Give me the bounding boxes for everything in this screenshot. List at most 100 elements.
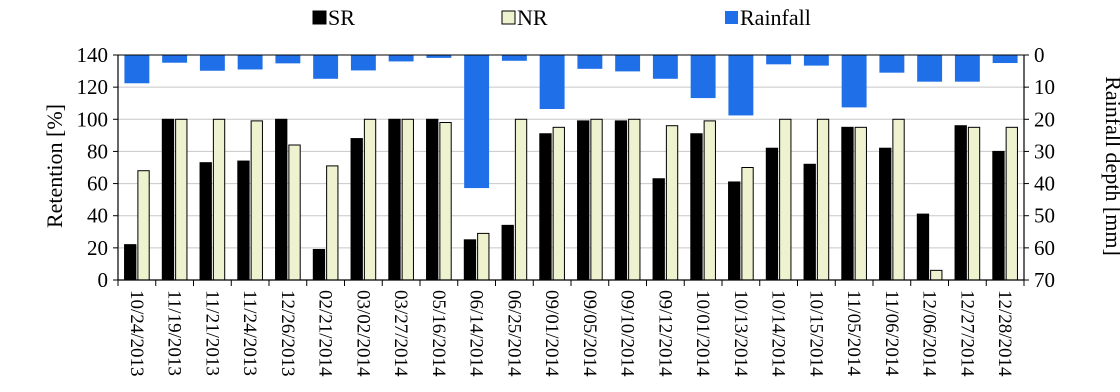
x-tick-label: 09/10/2014 bbox=[617, 290, 638, 377]
nr-bar bbox=[779, 118, 792, 281]
sr-bar bbox=[841, 126, 854, 281]
x-tick-label: 09/01/2014 bbox=[541, 290, 562, 377]
rainfall-bar bbox=[841, 55, 867, 108]
sr-bar bbox=[652, 178, 665, 281]
rainfall-bar bbox=[615, 55, 641, 72]
sr-bar bbox=[275, 118, 288, 281]
legend: SR NR Rainfall bbox=[312, 5, 811, 30]
y-tick-label: 0 bbox=[98, 268, 109, 292]
sr-bar bbox=[577, 120, 590, 281]
sr-bar bbox=[463, 239, 477, 281]
sr-bar bbox=[199, 162, 212, 281]
rainfall-bar bbox=[162, 55, 188, 63]
y-tick-label: 40 bbox=[87, 204, 108, 228]
x-tick-label: 11/06/2014 bbox=[881, 290, 902, 376]
sr-bar bbox=[916, 213, 930, 281]
y-tick-label: 80 bbox=[87, 139, 108, 163]
y2-tick-label: 60 bbox=[1034, 236, 1055, 260]
sr-bar bbox=[350, 138, 363, 281]
nr-bar bbox=[930, 269, 943, 281]
nr-bar bbox=[477, 232, 490, 281]
legend-label-nr: NR bbox=[517, 5, 548, 30]
x-tick-label: 12/27/2014 bbox=[956, 290, 977, 377]
y-tick-label: 120 bbox=[77, 75, 109, 99]
sr-bar bbox=[992, 150, 1005, 281]
rainfall-bar bbox=[539, 55, 565, 109]
rainfall-bar bbox=[501, 55, 527, 61]
y2-tick-label: 10 bbox=[1034, 75, 1055, 99]
sr-bar bbox=[690, 133, 703, 281]
nr-bar bbox=[665, 125, 679, 281]
nr-bar bbox=[288, 144, 301, 281]
sr-bar bbox=[426, 118, 439, 281]
y2-tick-label: 40 bbox=[1034, 172, 1055, 196]
rainfall-bar bbox=[388, 55, 414, 62]
nr-bar bbox=[1005, 126, 1018, 281]
y-tick-label: 20 bbox=[87, 236, 108, 260]
nr-bar bbox=[967, 126, 981, 281]
legend-swatch-rainfall bbox=[725, 11, 738, 24]
rainfall-bar bbox=[237, 55, 263, 70]
y2-tick-label: 70 bbox=[1034, 268, 1055, 292]
nr-bar bbox=[363, 118, 377, 281]
sr-bar bbox=[388, 118, 401, 281]
nr-bar bbox=[137, 170, 150, 281]
x-tick-label: 10/24/2013 bbox=[126, 290, 147, 377]
y-tick-label: 60 bbox=[87, 172, 108, 196]
x-tick-label: 12/26/2013 bbox=[277, 290, 298, 377]
sr-bar bbox=[728, 181, 741, 281]
nr-bar bbox=[250, 120, 263, 281]
right-tick-labels: 0 10 20 30 40 50 60 70 bbox=[1034, 43, 1055, 292]
x-tick-label: 02/21/2014 bbox=[315, 290, 336, 377]
sr-bar bbox=[954, 125, 967, 281]
x-tick-label: 03/27/2014 bbox=[390, 290, 411, 377]
nr-bar bbox=[741, 167, 754, 281]
y-tick-label: 140 bbox=[77, 43, 109, 67]
nr-bar bbox=[628, 118, 641, 281]
y-tick-label: 100 bbox=[77, 107, 109, 131]
rainfall-bar bbox=[426, 55, 452, 58]
x-tick-label: 10/13/2014 bbox=[730, 290, 751, 377]
sr-bar bbox=[501, 224, 514, 281]
grid-lines bbox=[118, 86, 1024, 249]
rainfall-bar bbox=[199, 55, 225, 71]
retention-bars bbox=[124, 118, 1018, 281]
legend-swatch-nr bbox=[501, 10, 516, 25]
rainfall-bar bbox=[350, 55, 376, 71]
x-tick-label: 12/28/2014 bbox=[994, 290, 1015, 377]
nr-bar bbox=[590, 118, 603, 281]
nr-bar bbox=[854, 126, 867, 281]
x-tick-label: 10/15/2014 bbox=[805, 290, 826, 377]
nr-bar bbox=[892, 118, 905, 281]
rainfall-bar bbox=[275, 55, 301, 64]
x-tick-label: 12/06/2014 bbox=[919, 290, 940, 377]
rainfall-bar bbox=[124, 55, 150, 84]
y2-axis-title: Rainfall depth [mm] bbox=[1101, 76, 1120, 256]
nr-bar bbox=[401, 118, 414, 281]
x-tick-label: 09/05/2014 bbox=[579, 290, 600, 377]
x-tick-label: 11/24/2013 bbox=[239, 290, 260, 376]
x-tick-label: 10/01/2014 bbox=[692, 290, 713, 377]
x-tick-label: 03/02/2014 bbox=[352, 290, 373, 377]
rainfall-bars bbox=[124, 55, 1018, 189]
nr-bar bbox=[326, 165, 339, 281]
nr-bar bbox=[439, 122, 452, 281]
sr-bar bbox=[312, 248, 326, 281]
rainfall-bar bbox=[954, 55, 980, 82]
rainfall-bar bbox=[313, 55, 339, 79]
legend-label-sr: SR bbox=[328, 5, 355, 30]
x-tick-label: 11/05/2014 bbox=[843, 290, 864, 376]
y2-tick-label: 30 bbox=[1034, 139, 1055, 163]
x-tick-labels: 10/24/2013 11/19/2013 11/21/2013 11/24/2013… bbox=[126, 290, 1015, 377]
sr-bar bbox=[124, 244, 137, 281]
rainfall-bar bbox=[766, 55, 792, 65]
left-tick-labels: 0 20 40 60 80 100 120 140 bbox=[77, 43, 109, 292]
legend-swatch-sr bbox=[312, 10, 327, 25]
nr-bar bbox=[212, 118, 226, 281]
y2-tick-label: 0 bbox=[1034, 43, 1045, 67]
y2-tick-label: 50 bbox=[1034, 204, 1055, 228]
sr-bar bbox=[879, 147, 892, 281]
sr-bar bbox=[539, 133, 552, 281]
x-tick-label: 09/12/2014 bbox=[654, 290, 675, 377]
